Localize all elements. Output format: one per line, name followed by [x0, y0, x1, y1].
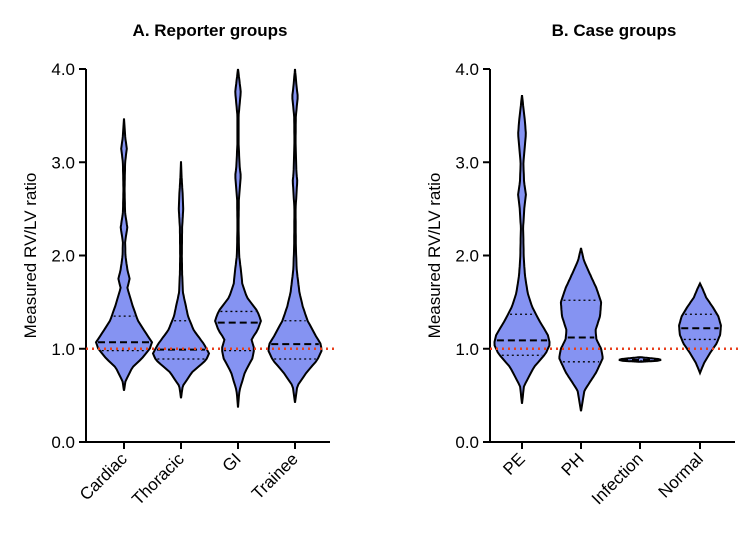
violin-gi [214, 68, 262, 408]
y-axis-label: Measured RV/LV ratio [21, 173, 40, 339]
violin-cardiac [94, 118, 154, 391]
chart-title: A. Reporter groups [133, 21, 288, 40]
y-tick-label: 3.0 [51, 153, 75, 172]
violin-normal [678, 281, 722, 376]
y-tick-label: 1.0 [455, 340, 479, 359]
x-tick-label-gi: GI [219, 449, 245, 475]
x-tick-label-trainee: Trainee [248, 449, 302, 503]
violin-trainee [267, 68, 323, 403]
x-tick-label-cardiac: Cardiac [76, 449, 131, 504]
violin-ph [558, 247, 604, 412]
y-tick-label: 3.0 [455, 153, 479, 172]
y-tick-label: 2.0 [455, 247, 479, 266]
y-tick-label: 0.0 [455, 433, 479, 452]
y-tick-label: 1.0 [51, 340, 75, 359]
y-tick-label: 2.0 [51, 247, 75, 266]
chart-title: B. Case groups [552, 21, 677, 40]
x-tick-label-thoracic: Thoracic [128, 449, 188, 509]
violin-thoracic [151, 161, 211, 399]
panel-reporter-groups: A. Reporter groups Measured RV/LV ratio 0.… [21, 21, 334, 509]
violin-pe [493, 94, 551, 404]
y-tick-label: 4.0 [455, 60, 479, 79]
y-tick-label: 4.0 [51, 60, 75, 79]
y-axis-label: Measured RV/LV ratio [425, 173, 444, 339]
y-tick-label: 0.0 [51, 433, 75, 452]
panel-case-groups: B. Case groups Measured RV/LV ratio 0.0 1.0… [425, 21, 739, 508]
x-tick-label-pe: PE [499, 449, 528, 478]
x-tick-label-infection: Infection [588, 449, 647, 508]
x-tick-label-normal: Normal [655, 449, 707, 501]
x-tick-label-ph: PH [558, 449, 588, 479]
